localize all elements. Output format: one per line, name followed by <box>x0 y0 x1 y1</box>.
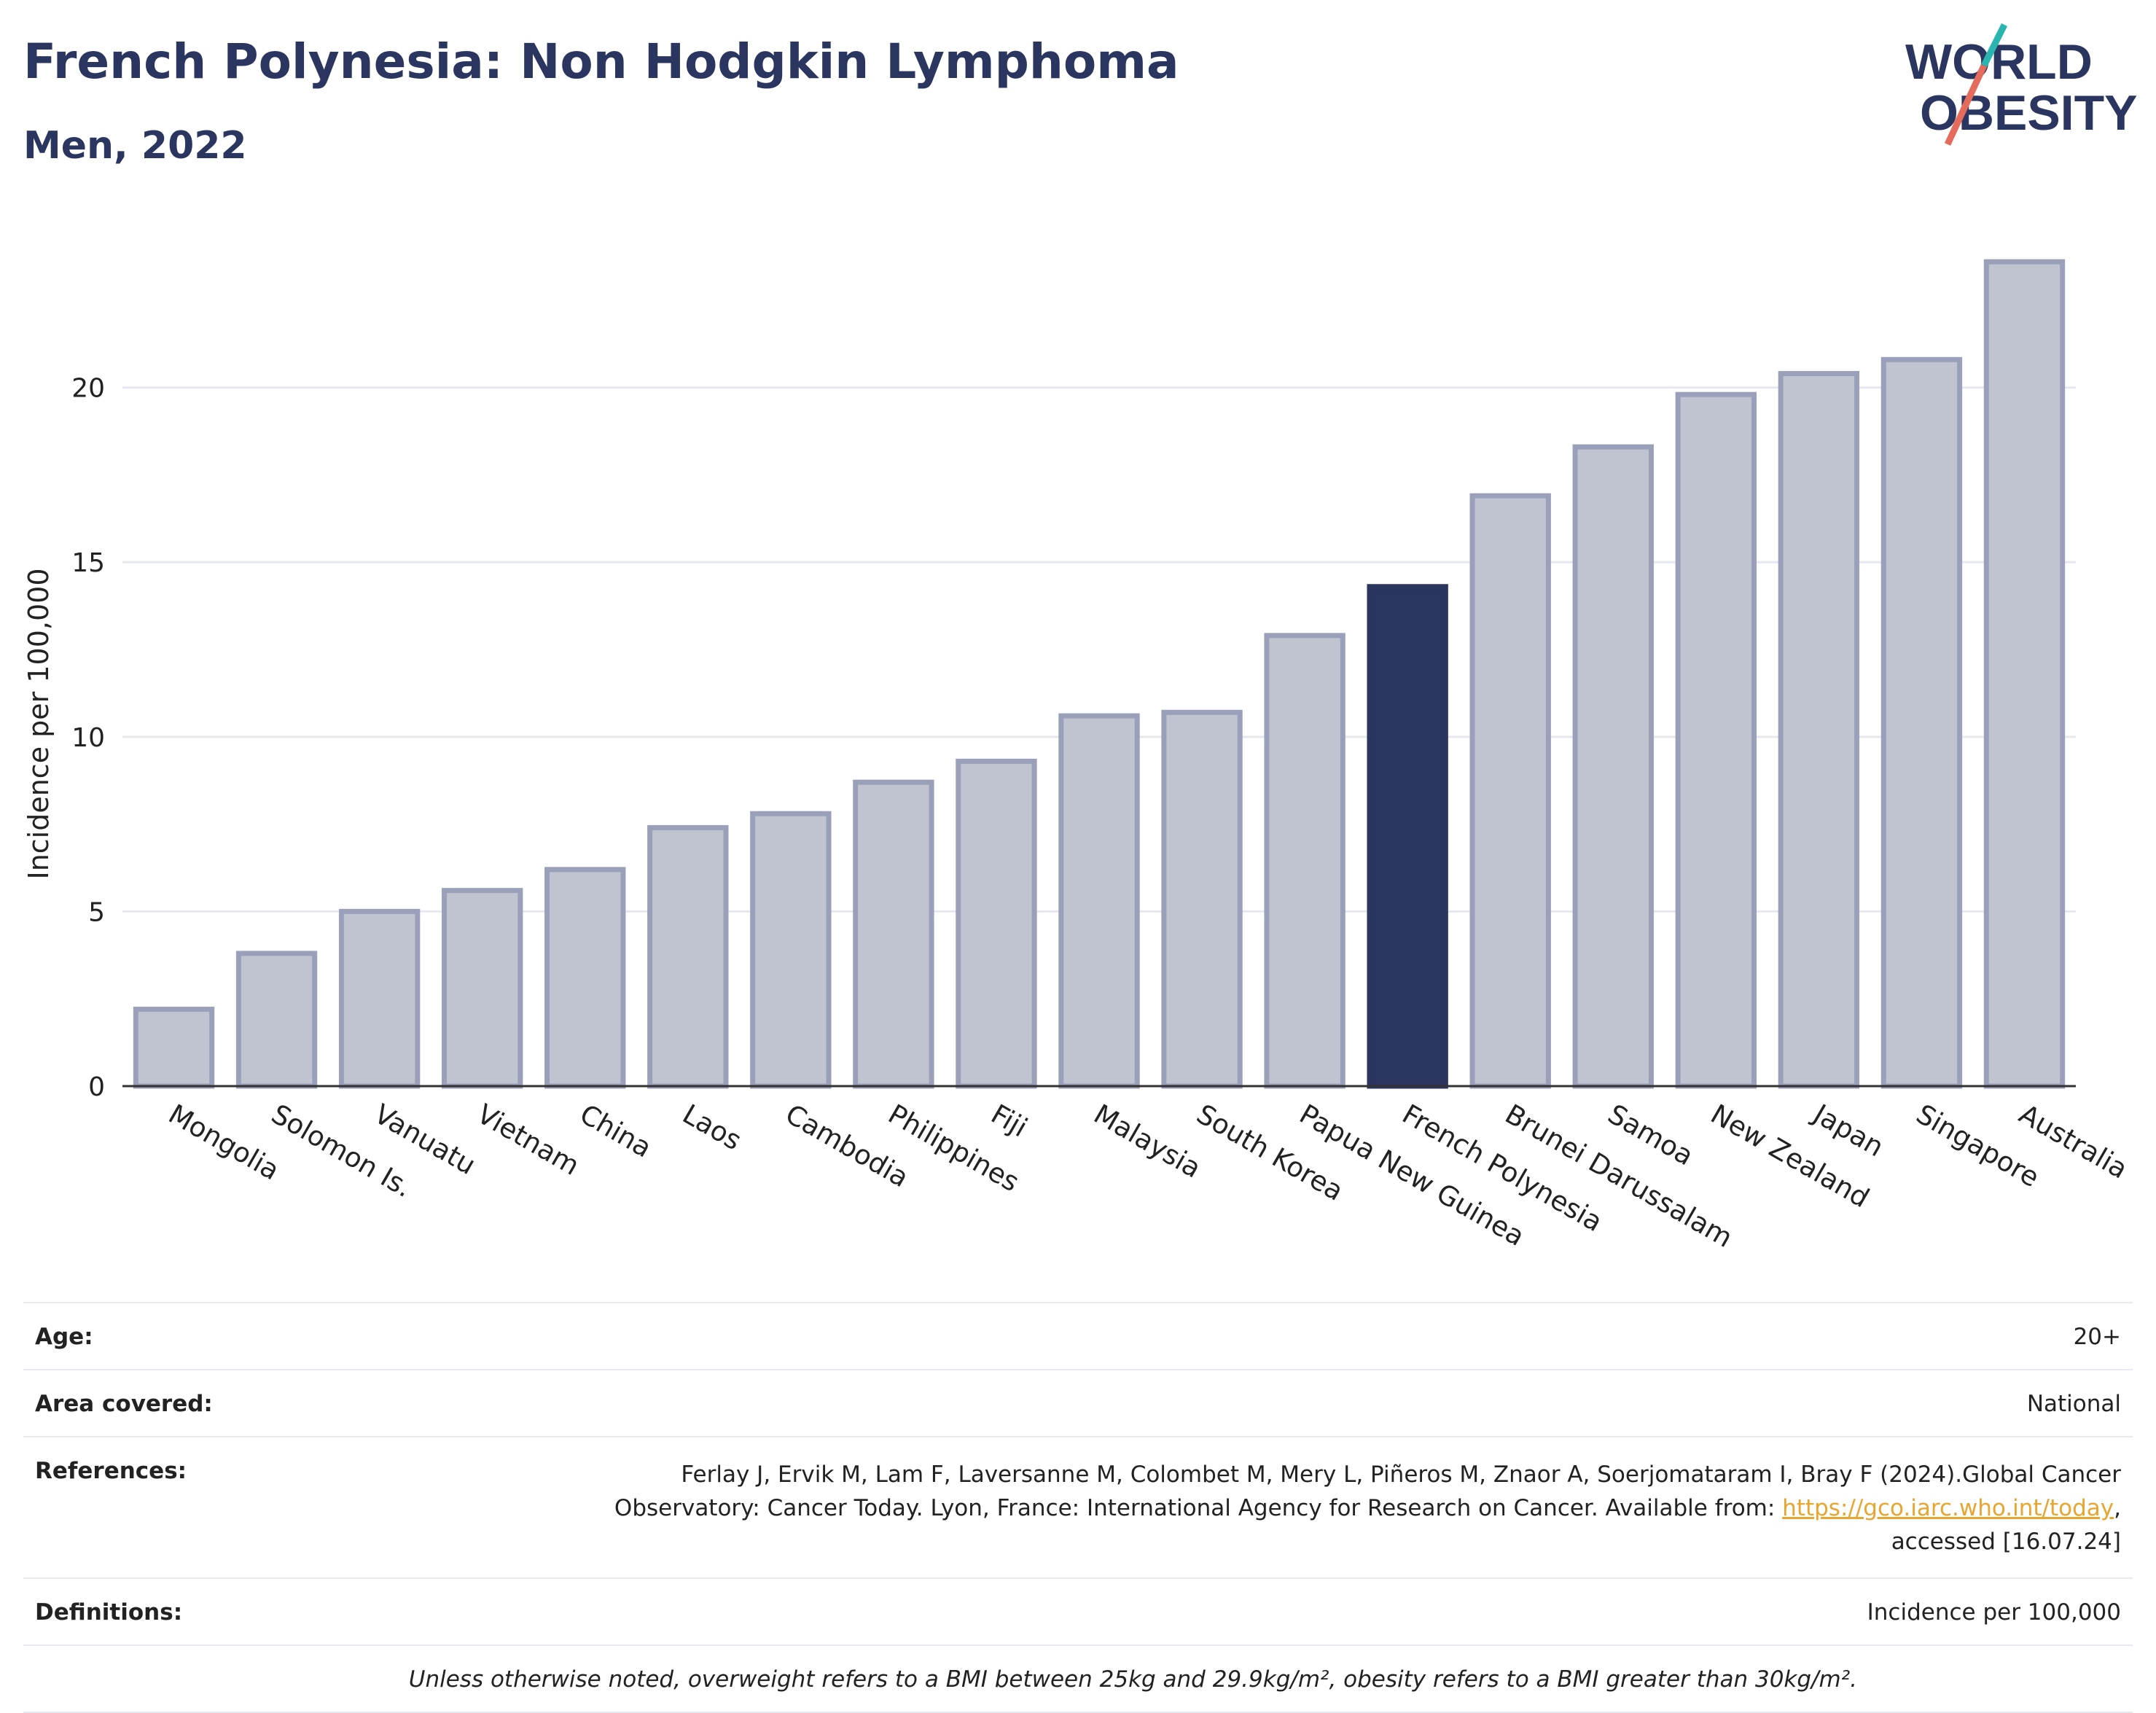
references-label: References: <box>35 1458 187 1484</box>
logo-slash-teal <box>1980 23 2008 68</box>
bars <box>133 259 2066 1089</box>
bar <box>1778 370 1860 1089</box>
x-tick-label: Japan <box>1807 1098 1889 1163</box>
references-line1: Ferlay J, Ervik M, Lam F, Laversanne M, … <box>681 1462 2121 1488</box>
world-obesity-logo: WORLD OBESITY <box>1905 23 2138 146</box>
x-tick-label: Laos <box>677 1099 746 1157</box>
chart-subtitle: Men, 2022 <box>23 124 247 168</box>
bar <box>1367 584 1448 1089</box>
logo-line1: WORLD <box>1905 34 2093 90</box>
x-tick-label: Vietnam <box>472 1099 585 1182</box>
x-tick-label: Fiji <box>985 1099 1032 1144</box>
bar <box>1264 633 1345 1089</box>
info-row-area: Area covered: National <box>23 1369 2133 1436</box>
bar <box>853 779 934 1089</box>
bar <box>1572 444 1654 1089</box>
bar <box>956 758 1037 1089</box>
info-table: Age: 20+ Area covered: National Referenc… <box>23 1302 2133 1713</box>
bar <box>441 888 523 1089</box>
info-row-definitions: Definitions: Incidence per 100,000 <box>23 1577 2133 1644</box>
age-value: 20+ <box>2073 1324 2121 1350</box>
bar <box>1058 713 1140 1089</box>
y-tick-label: 0 <box>88 1072 105 1102</box>
bar <box>1161 709 1243 1089</box>
y-tick-label: 5 <box>88 897 105 927</box>
bar <box>1675 391 1757 1089</box>
bar <box>544 867 626 1089</box>
info-row-age: Age: 20+ <box>23 1302 2133 1369</box>
bar <box>133 1007 215 1089</box>
info-row-references: References: Ferlay J, Ervik M, Lam F, La… <box>23 1436 2133 1577</box>
bar <box>338 908 421 1089</box>
y-tick-label: 10 <box>71 723 105 753</box>
y-tick-label: 20 <box>71 374 105 404</box>
x-tick-label: Malaysia <box>1089 1099 1207 1185</box>
bar <box>750 811 832 1089</box>
chart-title: French Polynesia: Non Hodgkin Lymphoma <box>23 34 1179 90</box>
definitions-label: Definitions: <box>35 1599 183 1626</box>
bmi-note: Unless otherwise noted, overweight refer… <box>408 1666 1857 1693</box>
info-row-note: Unless otherwise noted, overweight refer… <box>23 1644 2133 1713</box>
age-label: Age: <box>35 1324 93 1350</box>
area-label: Area covered: <box>35 1391 213 1417</box>
bar <box>647 824 729 1089</box>
bar <box>1880 356 1963 1089</box>
definitions-value: Incidence per 100,000 <box>1867 1599 2121 1626</box>
y-axis-ticks: 0 5 10 15 20 <box>71 374 105 1102</box>
area-value: National <box>2026 1391 2121 1417</box>
x-tick-label: China <box>574 1099 657 1164</box>
bar <box>1983 259 2066 1089</box>
bar <box>235 951 318 1089</box>
y-axis-label: Incidence per 100,000 <box>23 568 55 879</box>
y-tick-label: 15 <box>71 548 105 578</box>
logo-slash-coral <box>1944 64 1988 146</box>
references-value: Ferlay J, Ervik M, Lam F, Laversanne M, … <box>614 1458 2121 1558</box>
references-line2-text: Observatory: Cancer Today. Lyon, France:… <box>614 1495 1783 1521</box>
x-tick-label: Mongolia <box>163 1099 284 1187</box>
bar <box>1469 493 1551 1089</box>
references-line2-end: , <box>2114 1495 2121 1521</box>
references-link[interactable]: https://gco.iarc.who.int/today <box>1782 1495 2114 1521</box>
references-line3: accessed [16.07.24] <box>1891 1529 2121 1555</box>
